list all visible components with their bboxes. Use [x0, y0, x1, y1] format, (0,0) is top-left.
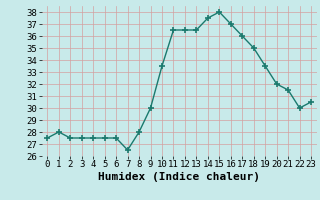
- X-axis label: Humidex (Indice chaleur): Humidex (Indice chaleur): [98, 172, 260, 182]
